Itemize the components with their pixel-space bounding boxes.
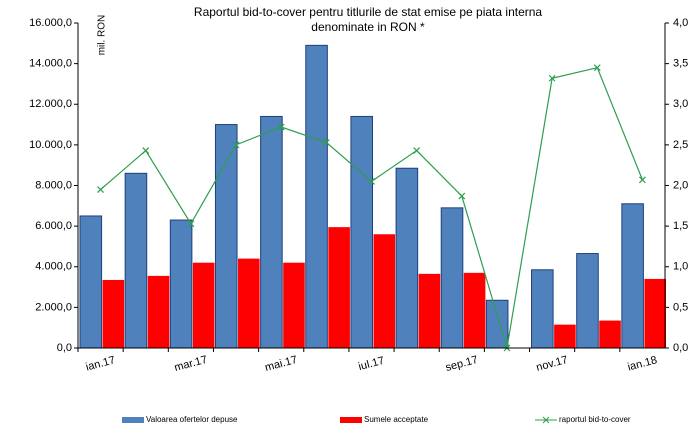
y2-tick-label: 1,5 (673, 220, 688, 232)
marker (142, 147, 150, 154)
marker (548, 74, 556, 82)
bar (305, 44, 328, 349)
y-tick-label: 0,0 (57, 342, 72, 354)
y2-tick-label: 1,0 (673, 261, 688, 273)
legend-label: raportul bid-to-cover (559, 415, 631, 424)
bar (169, 219, 193, 349)
bar (238, 258, 260, 348)
marker (97, 186, 105, 193)
bar (599, 320, 621, 348)
bar (283, 262, 305, 348)
y-tick-label: 16.000,0 (29, 17, 72, 29)
legend-swatch (340, 417, 362, 423)
y-tick-label: 4.000,0 (35, 261, 72, 273)
bar (418, 273, 441, 348)
marker (638, 176, 646, 184)
marker (322, 139, 330, 146)
bar (192, 262, 215, 348)
marker (458, 192, 466, 200)
y2-tick-label: 0,0 (673, 342, 688, 354)
y-tick-label: 8.000,0 (35, 179, 72, 191)
y-tick-label: 2.000,0 (35, 301, 72, 313)
bar (79, 215, 103, 349)
bar (463, 272, 486, 348)
bar (373, 234, 396, 348)
y-tick-label: 14.000,0 (29, 58, 72, 70)
legend-swatch (542, 416, 550, 424)
bar (147, 275, 170, 348)
bar (350, 115, 373, 349)
y-axis-label: mil. RON (97, 15, 108, 56)
bar (328, 227, 350, 348)
y2-tick-label: 3,5 (673, 58, 688, 70)
y2-tick-label: 3,0 (673, 98, 688, 110)
marker (277, 123, 285, 131)
marker (187, 220, 195, 228)
y2-tick-label: 0,5 (673, 301, 688, 313)
bar (124, 172, 148, 349)
bar (214, 124, 238, 349)
bar (395, 167, 419, 349)
marker (413, 147, 421, 154)
bar (440, 207, 464, 349)
bar (102, 279, 125, 348)
bar (621, 203, 644, 349)
legend-label: Valoarea ofertelor depuse (146, 415, 238, 424)
y-tick-label: 12.000,0 (29, 98, 72, 110)
legend-swatch (122, 417, 144, 423)
legend-label: Sumele acceptate (364, 415, 429, 424)
y2-tick-label: 4,0 (673, 17, 688, 29)
marker (593, 64, 601, 72)
bar (554, 324, 576, 348)
marker (232, 141, 240, 149)
y-tick-label: 6.000,0 (35, 220, 72, 232)
y-tick-label: 10.000,0 (29, 139, 72, 151)
bar (260, 115, 283, 349)
bar (531, 269, 554, 349)
marker (368, 178, 375, 185)
y2-tick-label: 2,0 (673, 179, 688, 191)
bar (576, 253, 599, 349)
bar (644, 278, 666, 348)
chart-title: denominate in RON * (311, 20, 425, 34)
y2-tick-label: 2,5 (673, 139, 688, 151)
chart-title: Raportul bid-to-cover pentru titlurile d… (194, 5, 543, 19)
